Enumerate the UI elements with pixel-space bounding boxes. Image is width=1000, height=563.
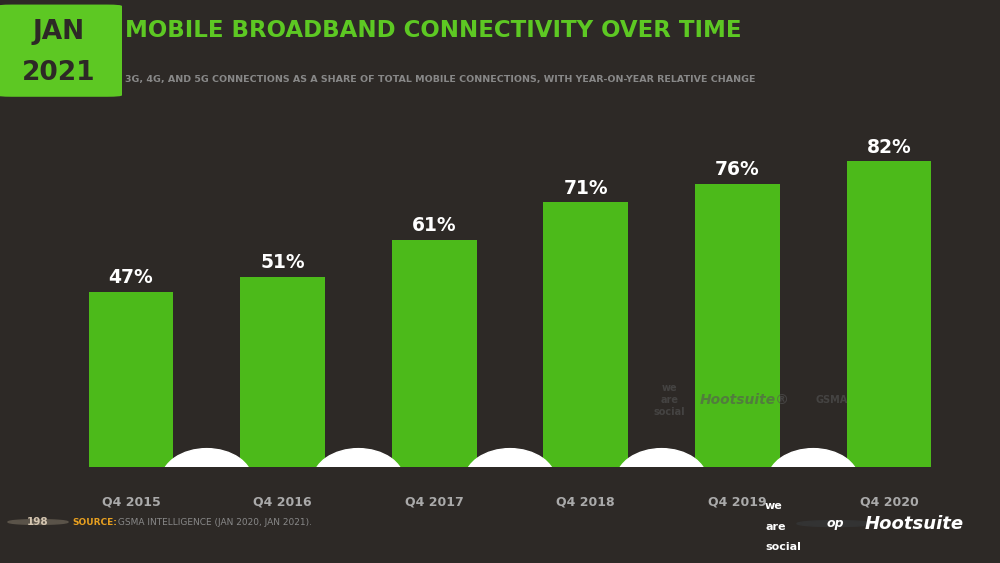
Text: 51%: 51% <box>260 253 305 272</box>
FancyBboxPatch shape <box>0 5 122 97</box>
Text: Q4 2015: Q4 2015 <box>102 495 160 508</box>
Text: Hootsuite®: Hootsuite® <box>700 393 790 407</box>
Text: 47%: 47% <box>109 269 153 287</box>
Text: Hootsuite: Hootsuite <box>865 515 964 533</box>
Bar <box>392 239 477 467</box>
Ellipse shape <box>616 449 707 512</box>
Text: +16.4%: +16.4% <box>485 474 535 487</box>
Text: GSMA INTELLIGENCE (JAN 2020, JAN 2021).: GSMA INTELLIGENCE (JAN 2020, JAN 2021). <box>115 517 312 526</box>
Ellipse shape <box>313 449 404 512</box>
Text: 198: 198 <box>27 517 49 527</box>
Text: Q4 2020: Q4 2020 <box>860 495 918 508</box>
Bar <box>847 161 931 467</box>
Text: JAN: JAN <box>33 20 85 46</box>
Text: 61%: 61% <box>412 216 457 235</box>
Text: social: social <box>765 542 801 552</box>
Text: op: op <box>826 517 844 530</box>
Bar <box>89 292 173 467</box>
Text: 76%: 76% <box>715 160 760 179</box>
Ellipse shape <box>768 449 859 512</box>
Text: +7.0%: +7.0% <box>640 474 683 487</box>
Text: 82%: 82% <box>867 138 911 157</box>
Text: +19.6%: +19.6% <box>333 474 384 487</box>
Bar <box>695 184 780 467</box>
Text: we: we <box>765 501 783 511</box>
Text: 3G, 4G, AND 5G CONNECTIONS AS A SHARE OF TOTAL MOBILE CONNECTIONS, WITH YEAR-ON-: 3G, 4G, AND 5G CONNECTIONS AS A SHARE OF… <box>125 74 756 83</box>
Text: Q4 2016: Q4 2016 <box>253 495 312 508</box>
Text: 71%: 71% <box>563 178 608 198</box>
Text: Q4 2018: Q4 2018 <box>556 495 615 508</box>
Text: Q4 2017: Q4 2017 <box>405 495 464 508</box>
Text: MOBILE BROADBAND CONNECTIVITY OVER TIME: MOBILE BROADBAND CONNECTIVITY OVER TIME <box>125 19 742 42</box>
Bar <box>240 277 325 467</box>
Circle shape <box>797 521 873 526</box>
Text: +7.9%: +7.9% <box>792 474 835 487</box>
Text: we
are
social: we are social <box>653 383 685 417</box>
Text: Q4 2019: Q4 2019 <box>708 495 767 508</box>
Text: 2021: 2021 <box>22 60 96 86</box>
Circle shape <box>8 520 68 524</box>
Text: +8.5%: +8.5% <box>185 474 228 487</box>
Ellipse shape <box>161 449 252 512</box>
Bar <box>543 202 628 467</box>
Text: GSMA: GSMA <box>815 395 848 405</box>
Text: SOURCE:: SOURCE: <box>72 517 117 526</box>
Ellipse shape <box>465 449 555 512</box>
Text: are: are <box>765 522 786 531</box>
